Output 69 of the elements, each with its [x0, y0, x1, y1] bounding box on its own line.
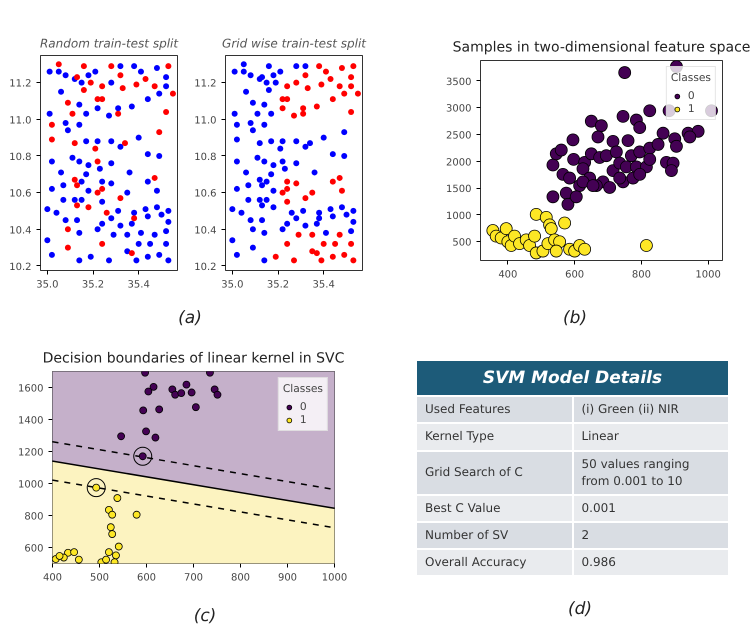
y-tick-label: 500 [452, 238, 472, 249]
y-tick-label: 10.8 [9, 152, 32, 163]
y-tick-label: 1200 [18, 448, 44, 458]
x-tick-label: 35.2 [82, 280, 104, 290]
text: Linear [582, 429, 619, 444]
y-tick-label: 10.4 [9, 225, 32, 236]
x-tick-label: 1000 [322, 572, 348, 584]
x-tick-label: 600 [565, 270, 584, 280]
chart-title: Decision boundaries of linear kernel in SVC [42, 350, 345, 366]
x-tick-label: 700 [184, 572, 204, 584]
x-tick-label: 35.0 [221, 280, 244, 290]
category-label: Number of SV [416, 522, 572, 550]
text: SVM Model Details [416, 360, 729, 396]
text: 2 [582, 528, 590, 542]
x-tick-label: 1000 [695, 270, 721, 280]
category-label: Used Features [416, 396, 572, 424]
legend-label: 1 [688, 102, 696, 115]
y-tick-label: 11.2 [9, 78, 32, 90]
y-tick-label: 1000 [18, 480, 44, 490]
y-tick-label: 11.0 [194, 115, 216, 126]
text: 0.986 [582, 555, 616, 570]
legend-label: 0 [688, 89, 696, 102]
y-tick-label: 1000 [446, 210, 472, 222]
text: (c) [194, 605, 216, 628]
text: 0.001 [582, 500, 616, 515]
x-tick-label: 35.2 [266, 280, 290, 290]
y-tick-label: 2000 [446, 157, 472, 168]
text: (a) [178, 307, 202, 330]
x-tick-label: 600 [136, 572, 156, 584]
x-tick-label: 500 [90, 572, 110, 584]
x-tick-label: 800 [632, 270, 651, 280]
text: (d) [568, 598, 592, 621]
category-label: Overall Accuracy [416, 549, 572, 576]
y-tick-label: 10.4 [194, 225, 216, 236]
y-tick-label: 2500 [446, 130, 472, 142]
chart-title: Grid wise train-test split [222, 36, 368, 50]
x-tick-label: 400 [498, 270, 518, 280]
y-tick-label: 10.2 [194, 262, 216, 273]
y-tick-label: 600 [24, 544, 44, 554]
y-tick-label: 11.2 [194, 78, 216, 90]
legend-label: 1 [300, 413, 308, 426]
y-tick-label: 800 [24, 512, 44, 522]
x-tick-label: 800 [230, 572, 250, 584]
legend-title: Classes [282, 382, 323, 395]
y-tick-label: 10.2 [9, 262, 32, 273]
x-tick-label: 35.4 [128, 280, 150, 290]
y-tick-label: 3500 [446, 76, 472, 88]
y-tick-label: 1600 [18, 384, 44, 394]
y-tick-label: 1500 [446, 184, 472, 196]
chart-title: Samples in two-dimensional feature space [452, 40, 750, 56]
text: (i) Green (ii) NIR [582, 402, 679, 416]
category-label: Best C Value [416, 494, 572, 522]
category-label: Kernel Type [416, 423, 572, 451]
y-tick-label: 10.8 [194, 152, 216, 163]
x-tick-label: 35.0 [36, 280, 58, 290]
legend-label: 0 [300, 400, 308, 413]
category-label: Grid Search of C [416, 450, 572, 495]
text: 50 values ranging from 0.001 to 10 [582, 456, 690, 488]
y-tick-label: 10.6 [194, 188, 216, 200]
y-tick-label: 1400 [18, 416, 44, 426]
text: (b) [562, 307, 588, 330]
chart-title: Random train-test split [40, 36, 180, 50]
x-tick-label: 900 [278, 572, 298, 584]
y-tick-label: 10.6 [9, 188, 32, 200]
y-tick-label: 3000 [446, 104, 472, 115]
x-tick-label: 35.4 [312, 280, 335, 290]
legend-title: Classes [670, 71, 711, 84]
y-tick-label: 11.0 [9, 115, 32, 126]
x-tick-label: 400 [42, 572, 62, 584]
